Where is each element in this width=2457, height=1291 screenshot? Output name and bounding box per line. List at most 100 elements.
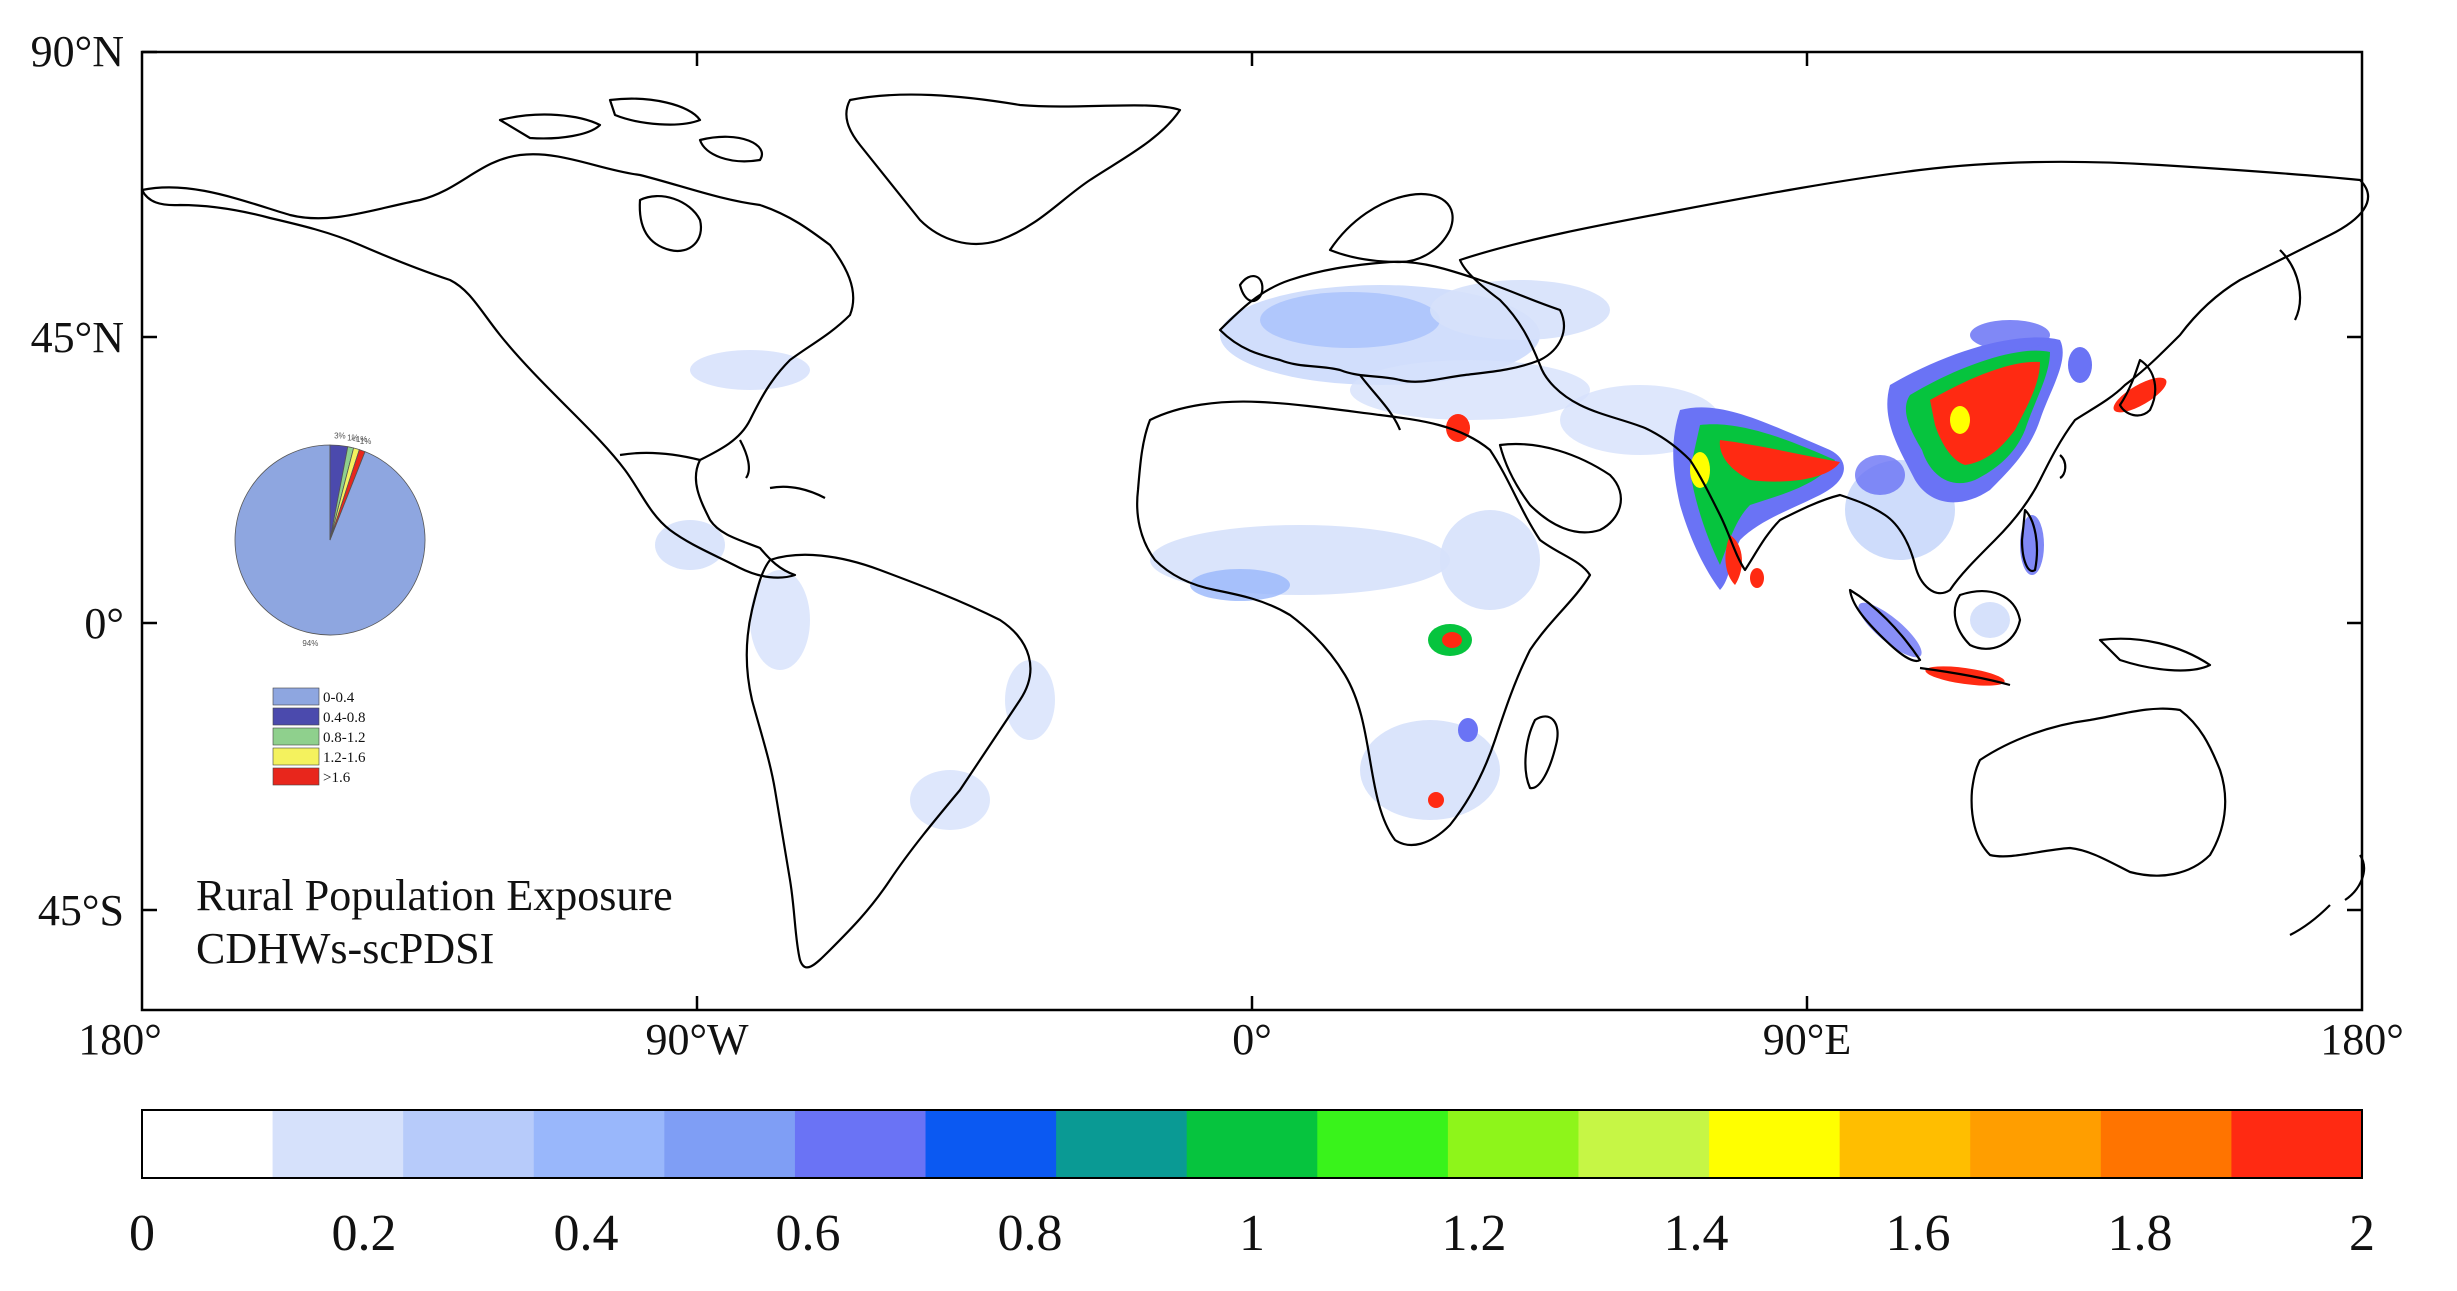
coast-sumatra xyxy=(1848,588,1922,663)
exposure-china-north xyxy=(1970,320,2050,350)
exposure-china-red xyxy=(1930,361,2040,465)
coast-java xyxy=(1919,666,2011,687)
coast-madagascar xyxy=(1524,715,1559,790)
coast-gulf xyxy=(619,451,701,462)
inset-pie: 94%3% 1%<1%1% xyxy=(234,431,426,648)
exposure-sumatra xyxy=(1858,602,1922,658)
lat-label-45n: 45°N xyxy=(31,313,124,362)
lon-label-90e: 90°E xyxy=(1763,1015,1851,1064)
coast-scandinavia xyxy=(1328,192,1454,264)
exposure-layer xyxy=(655,280,2167,830)
exposure-philippines xyxy=(2020,515,2044,575)
lat-ticks xyxy=(142,50,2362,912)
colorbar-swatch xyxy=(1447,1110,1579,1178)
colorbar-tick-label: 1 xyxy=(1239,1205,1265,1262)
colorbar-swatch xyxy=(1578,1110,1710,1178)
map-title-line2: CDHWs-scPDSI xyxy=(196,924,494,973)
coast-cuba xyxy=(769,485,826,499)
exposure-west-africa xyxy=(1190,569,1290,601)
colorbar-tick-label: 0.6 xyxy=(776,1205,841,1262)
colorbar-swatch xyxy=(2100,1110,2232,1178)
lon-ticks xyxy=(695,52,1809,1010)
legend-label: >1.6 xyxy=(323,770,351,786)
coastlines xyxy=(140,93,2370,969)
inset-legend: 0-0.4 0.4-0.8 0.8-1.2 1.2-1.6 >1.6 xyxy=(272,687,366,786)
colorbar-tick-label: 1.8 xyxy=(2108,1205,2173,1262)
colorbar-swatch xyxy=(2231,1110,2363,1178)
exposure-mediterranean xyxy=(1350,360,1590,420)
legend-swatch xyxy=(272,747,320,766)
coast-greenland xyxy=(845,93,1182,245)
colorbar-tick-label: 0.2 xyxy=(332,1205,397,1262)
coast-borneo xyxy=(1953,590,2022,650)
exposure-myanmar xyxy=(1855,455,1905,495)
colorbar-tick-label: 1.6 xyxy=(1886,1205,1951,1262)
colorbar-swatch xyxy=(403,1110,535,1178)
exposure-europe-core xyxy=(1260,292,1440,348)
exposure-japan xyxy=(2113,377,2167,413)
lon-label-180w: 180° xyxy=(78,1015,162,1064)
exposure-malawi xyxy=(1458,718,1478,742)
coast-philippines xyxy=(2020,508,2039,573)
coast-asia xyxy=(1458,160,2370,595)
colorbar-frame xyxy=(141,1109,2363,1179)
colorbar-swatch xyxy=(925,1110,1057,1178)
exposure-india-ganges xyxy=(1719,440,1840,482)
coast-north-america xyxy=(140,153,855,579)
pie-label: 1% xyxy=(360,437,372,446)
exposure-china-yellow xyxy=(1950,406,1970,434)
legend-swatch xyxy=(272,727,320,746)
coast-arctic-islands xyxy=(498,97,763,163)
lat-label-45s: 45°S xyxy=(38,886,124,935)
exposure-east-africa xyxy=(1440,510,1540,610)
legend-label: 1.2-1.6 xyxy=(323,750,366,766)
colorbar-swatch xyxy=(533,1110,665,1178)
legend-swatch xyxy=(272,687,320,706)
coast-florida xyxy=(739,439,750,479)
colorbar-swatch xyxy=(664,1110,796,1178)
exposure-great-lakes-core xyxy=(1442,632,1462,648)
exposure-mozambique xyxy=(1428,792,1444,808)
colorbar-swatch xyxy=(272,1110,404,1178)
legend-label: 0.4-0.8 xyxy=(323,710,366,726)
lon-label-180e: 180° xyxy=(2320,1015,2404,1064)
colorbar-labels: 0 0.2 0.4 0.6 0.8 1 1.2 1.4 1.6 1.8 2 xyxy=(129,1205,2375,1262)
exposure-korea xyxy=(2068,347,2092,383)
colorbar-swatch xyxy=(794,1110,927,1178)
exposure-borneo xyxy=(1970,602,2010,638)
coast-australia xyxy=(1970,707,2227,877)
exposure-south-brazil xyxy=(910,770,990,830)
colorbar-tick-label: 1.2 xyxy=(1442,1205,1507,1262)
lat-label-0: 0° xyxy=(84,599,124,648)
legend-label: 0-0.4 xyxy=(323,690,355,706)
coast-europe xyxy=(1218,260,1565,383)
coast-taiwan xyxy=(2059,454,2067,479)
colorbar-swatch xyxy=(1317,1110,1449,1178)
colorbar-swatch xyxy=(1709,1110,1841,1178)
colorbar-swatch xyxy=(142,1110,274,1178)
pie-slice xyxy=(329,449,366,541)
colorbar-tick-label: 0 xyxy=(129,1205,155,1262)
exposure-brazil-east xyxy=(1005,660,1055,740)
exposure-sri-lanka xyxy=(1750,568,1764,588)
exposure-andes xyxy=(750,570,810,670)
colorbar-tick-label: 2 xyxy=(2349,1205,2375,1262)
coast-arabia xyxy=(1498,443,1622,534)
coast-italy xyxy=(1359,374,1402,431)
colorbar-swatch xyxy=(1839,1110,1971,1178)
lon-label-0: 0° xyxy=(1232,1015,1272,1064)
coast-new-guinea xyxy=(2098,637,2212,672)
coast-kamchatka xyxy=(2279,249,2302,321)
colorbar-swatch xyxy=(1970,1110,2102,1178)
exposure-india-yellow xyxy=(1690,452,1710,488)
lon-label-90w: 90°W xyxy=(645,1015,749,1064)
pie-label: 94% xyxy=(302,639,318,648)
pie-label: 1% xyxy=(347,434,359,443)
coast-new-zealand xyxy=(2289,854,2366,936)
colorbar-tick-label: 0.8 xyxy=(998,1205,1063,1262)
coast-japan xyxy=(2118,358,2157,417)
colorbar-tick-label: 0.4 xyxy=(554,1205,619,1262)
exposure-russia xyxy=(1430,280,1610,340)
colorbar-swatch xyxy=(1056,1110,1188,1178)
